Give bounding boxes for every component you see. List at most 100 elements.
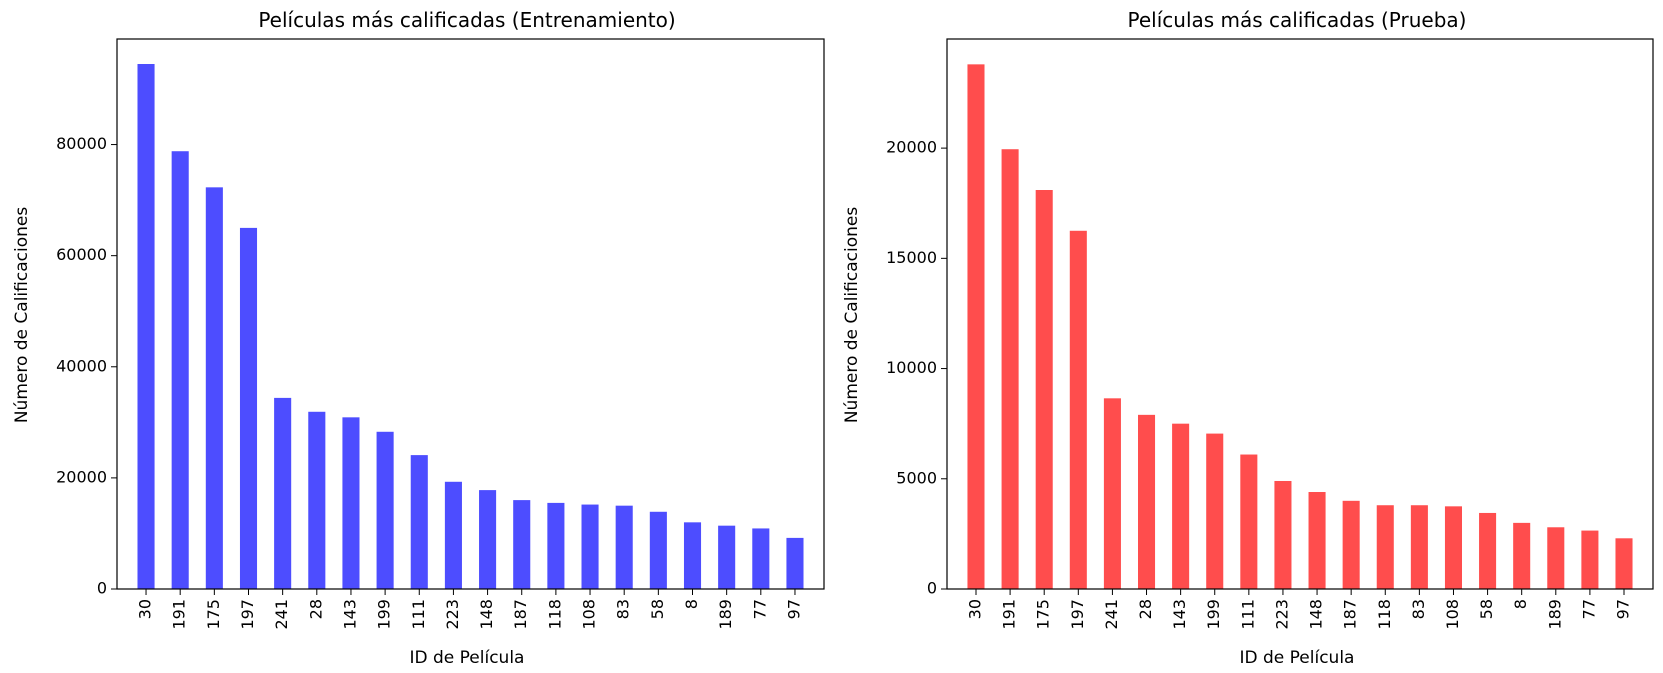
x-ticks: 30 191 175 197 241 28 143 199 111 223 148 187 118 108…: [136, 589, 803, 630]
bar: [581, 504, 599, 589]
y-tick-label: 0: [927, 579, 937, 598]
bar: [786, 537, 804, 589]
x-tick-label: 187: [1341, 599, 1360, 630]
x-tick-label: 97: [784, 599, 803, 619]
x-tick-label: 97: [1614, 599, 1633, 619]
x-tick-label: 199: [375, 599, 394, 630]
y-tick-label: 60000: [56, 245, 107, 264]
x-tick-label: 28: [306, 599, 325, 619]
bar: [547, 502, 565, 589]
x-tick-label: 111: [409, 599, 428, 630]
bar: [1547, 527, 1565, 589]
bar: [274, 397, 292, 589]
x-tick-label: 197: [1068, 599, 1087, 630]
chart-train: Películas más calificadas (Entrenamiento…: [12, 8, 825, 668]
chart-title: Películas más calificadas (Prueba): [1128, 8, 1467, 32]
x-tick-label: 143: [340, 599, 359, 630]
y-tick-label: 5000: [896, 468, 937, 487]
y-tick-label: 40000: [56, 356, 107, 375]
bar: [967, 64, 985, 590]
bar: [171, 151, 189, 589]
y-ticks: 0 20000 40000 60000 80000: [56, 134, 117, 598]
bar: [683, 522, 702, 589]
x-tick-label: 58: [1477, 599, 1496, 619]
x-tick-label: 83: [614, 599, 633, 619]
x-tick-label: 191: [170, 599, 189, 630]
x-tick-label: 187: [511, 599, 530, 630]
x-tick-label: 241: [1102, 599, 1121, 630]
bar: [1410, 505, 1428, 589]
y-tick-label: 20000: [886, 138, 937, 157]
bar: [1069, 230, 1087, 589]
bar: [479, 490, 497, 589]
x-tick-label: 77: [750, 599, 769, 619]
x-tick-label: 83: [1409, 599, 1428, 619]
x-tick-label: 175: [1034, 599, 1053, 630]
x-tick-label: 189: [716, 599, 735, 630]
y-tick-label: 20000: [56, 467, 107, 486]
bar: [1274, 480, 1292, 589]
x-tick-label: 197: [238, 599, 257, 630]
bar: [342, 417, 360, 589]
x-tick-label: 189: [1545, 599, 1564, 630]
x-tick-label: 108: [1443, 599, 1462, 630]
x-tick-label: 175: [204, 599, 223, 630]
y-tick-label: 80000: [56, 134, 107, 153]
bar: [376, 431, 394, 589]
x-tick-label: 111: [1238, 599, 1257, 630]
x-tick-label: 8: [682, 599, 701, 609]
bar: [513, 500, 531, 589]
x-tick-label: 241: [272, 599, 291, 630]
bar: [615, 505, 633, 589]
x-tick-label: 30: [136, 599, 155, 619]
x-tick-label: 8: [1511, 599, 1530, 609]
bar: [444, 481, 462, 589]
x-tick-label: 223: [443, 599, 462, 630]
x-tick-label: 143: [1170, 599, 1189, 630]
x-tick-label: 30: [965, 599, 984, 619]
bar: [1035, 190, 1053, 589]
x-ticks: 30 191 175 197 241 28 143 199 111 223 148 187 118 83 1…: [965, 589, 1633, 630]
bar: [205, 187, 223, 589]
x-tick-label: 199: [1204, 599, 1223, 630]
x-tick-label: 118: [545, 599, 564, 630]
bar: [1444, 506, 1462, 589]
bar: [1308, 492, 1326, 589]
x-tick-label: 58: [648, 599, 667, 619]
bar: [410, 455, 428, 589]
x-tick-label: 223: [1272, 599, 1291, 630]
x-tick-label: 148: [477, 599, 496, 630]
y-ticks: 0 5000 10000 15000 20000: [886, 138, 947, 598]
bar: [1376, 505, 1394, 589]
x-tick-label: 77: [1579, 599, 1598, 619]
bar: [1240, 454, 1258, 589]
bar: [137, 64, 155, 589]
x-tick-label: 108: [580, 599, 599, 630]
bars: [137, 64, 804, 589]
bar: [1615, 538, 1633, 589]
chart-test: Películas más calificadas (Prueba) ID de…: [842, 8, 1654, 668]
bar: [1513, 522, 1531, 589]
y-tick-label: 15000: [886, 248, 937, 267]
x-axis-label: ID de Película: [1240, 648, 1355, 668]
bar: [1581, 530, 1599, 589]
bars: [967, 64, 1633, 590]
plot-frame: [946, 38, 1654, 590]
bar: [718, 525, 736, 589]
bar: [1172, 423, 1190, 589]
bar: [1001, 149, 1019, 589]
chart-title: Películas más calificadas (Entrenamiento…: [258, 8, 675, 32]
x-tick-label: 118: [1375, 599, 1394, 630]
bar: [1479, 512, 1497, 589]
y-tick-label: 10000: [886, 358, 937, 377]
y-tick-label: 0: [97, 579, 107, 598]
bar: [1342, 500, 1360, 589]
bar: [649, 511, 667, 589]
bar: [752, 528, 770, 589]
plot-frame: [116, 38, 825, 590]
x-tick-label: 191: [1000, 599, 1019, 630]
y-axis-label: Número de Calificaciones: [842, 207, 862, 423]
x-axis-label: ID de Película: [410, 648, 525, 668]
bar: [1206, 433, 1224, 589]
